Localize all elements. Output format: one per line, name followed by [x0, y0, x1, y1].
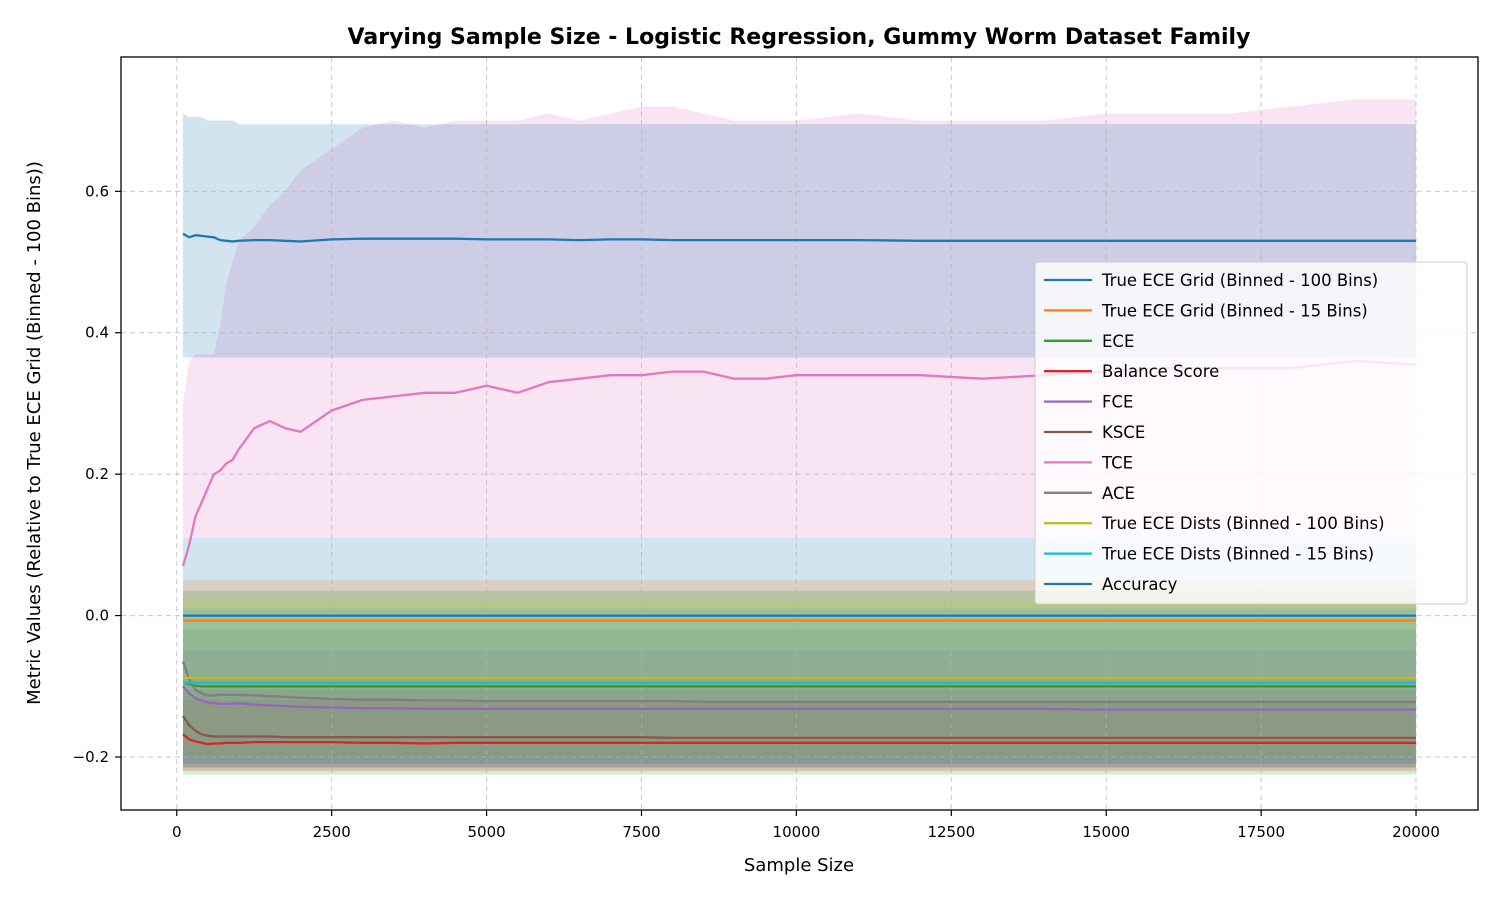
- band-7: [183, 629, 1416, 764]
- series-lines: [181, 232, 1417, 746]
- series-line-2: [182, 681, 1416, 688]
- y-axis-label: Metric Values (Relative to True ECE Grid…: [24, 161, 45, 705]
- y-tick-label-1: 0.0: [85, 607, 109, 625]
- plot-frame: [120, 56, 1479, 811]
- x-axis-label: Sample Size: [744, 855, 854, 876]
- series-line-6: [181, 359, 1417, 567]
- band-8: [183, 601, 1416, 757]
- series-line-5: [182, 715, 1416, 740]
- y-tick-label-0: −0.2: [73, 748, 109, 766]
- x-tick-label-4: 10000: [773, 823, 821, 841]
- y-tick-label-3: 0.4: [85, 324, 109, 342]
- x-tick-label-7: 17500: [1237, 823, 1285, 841]
- y-axis-ticks: −0.2 0.0 0.2 0.4 0.6: [73, 182, 121, 766]
- x-tick-label-2: 5000: [467, 823, 505, 841]
- legend-label-9: True ECE Dists (Binned - 15 Bins): [1101, 545, 1374, 564]
- legend-label-3: Balance Score: [1102, 362, 1219, 381]
- series-line-10: [182, 232, 1416, 243]
- x-axis-ticks: 0 2500 5000 7500 10000 12500 15000 17500 20000: [172, 810, 1440, 841]
- y-tick-label-2: 0.2: [85, 465, 109, 483]
- legend-label-4: FCE: [1102, 393, 1133, 412]
- legend-label-10: Accuracy: [1102, 575, 1178, 594]
- legend-label-7: ACE: [1102, 484, 1135, 503]
- x-tick-label-1: 2500: [313, 823, 351, 841]
- legend-label-2: ECE: [1102, 332, 1134, 351]
- legend-label-5: KSCE: [1102, 423, 1145, 442]
- x-tick-label-3: 7500: [622, 823, 660, 841]
- band-4: [183, 650, 1416, 764]
- band-1: [183, 580, 1416, 757]
- series-line-7: [181, 661, 1416, 703]
- legend-label-8: True ECE Dists (Binned - 100 Bins): [1101, 514, 1385, 533]
- series-line-3: [182, 733, 1416, 746]
- x-tick-label-8: 20000: [1392, 823, 1440, 841]
- legend-label-6: TCE: [1101, 453, 1133, 472]
- y-tick-label-4: 0.6: [85, 182, 109, 200]
- chart-title: Varying Sample Size - Logistic Regressio…: [348, 25, 1251, 50]
- x-tick-label-5: 12500: [927, 823, 975, 841]
- legend-label-1: True ECE Grid (Binned - 15 Bins): [1101, 301, 1368, 320]
- series-line-4: [182, 685, 1416, 711]
- legend-label-0: True ECE Grid (Binned - 100 Bins): [1101, 271, 1378, 290]
- band-3: [183, 700, 1416, 772]
- x-tick-label-6: 15000: [1082, 823, 1130, 841]
- legend: True ECE Grid (Binned - 100 Bins) True EC…: [1034, 261, 1468, 605]
- x-tick-label-0: 0: [172, 823, 182, 841]
- legend-box: [1034, 261, 1468, 605]
